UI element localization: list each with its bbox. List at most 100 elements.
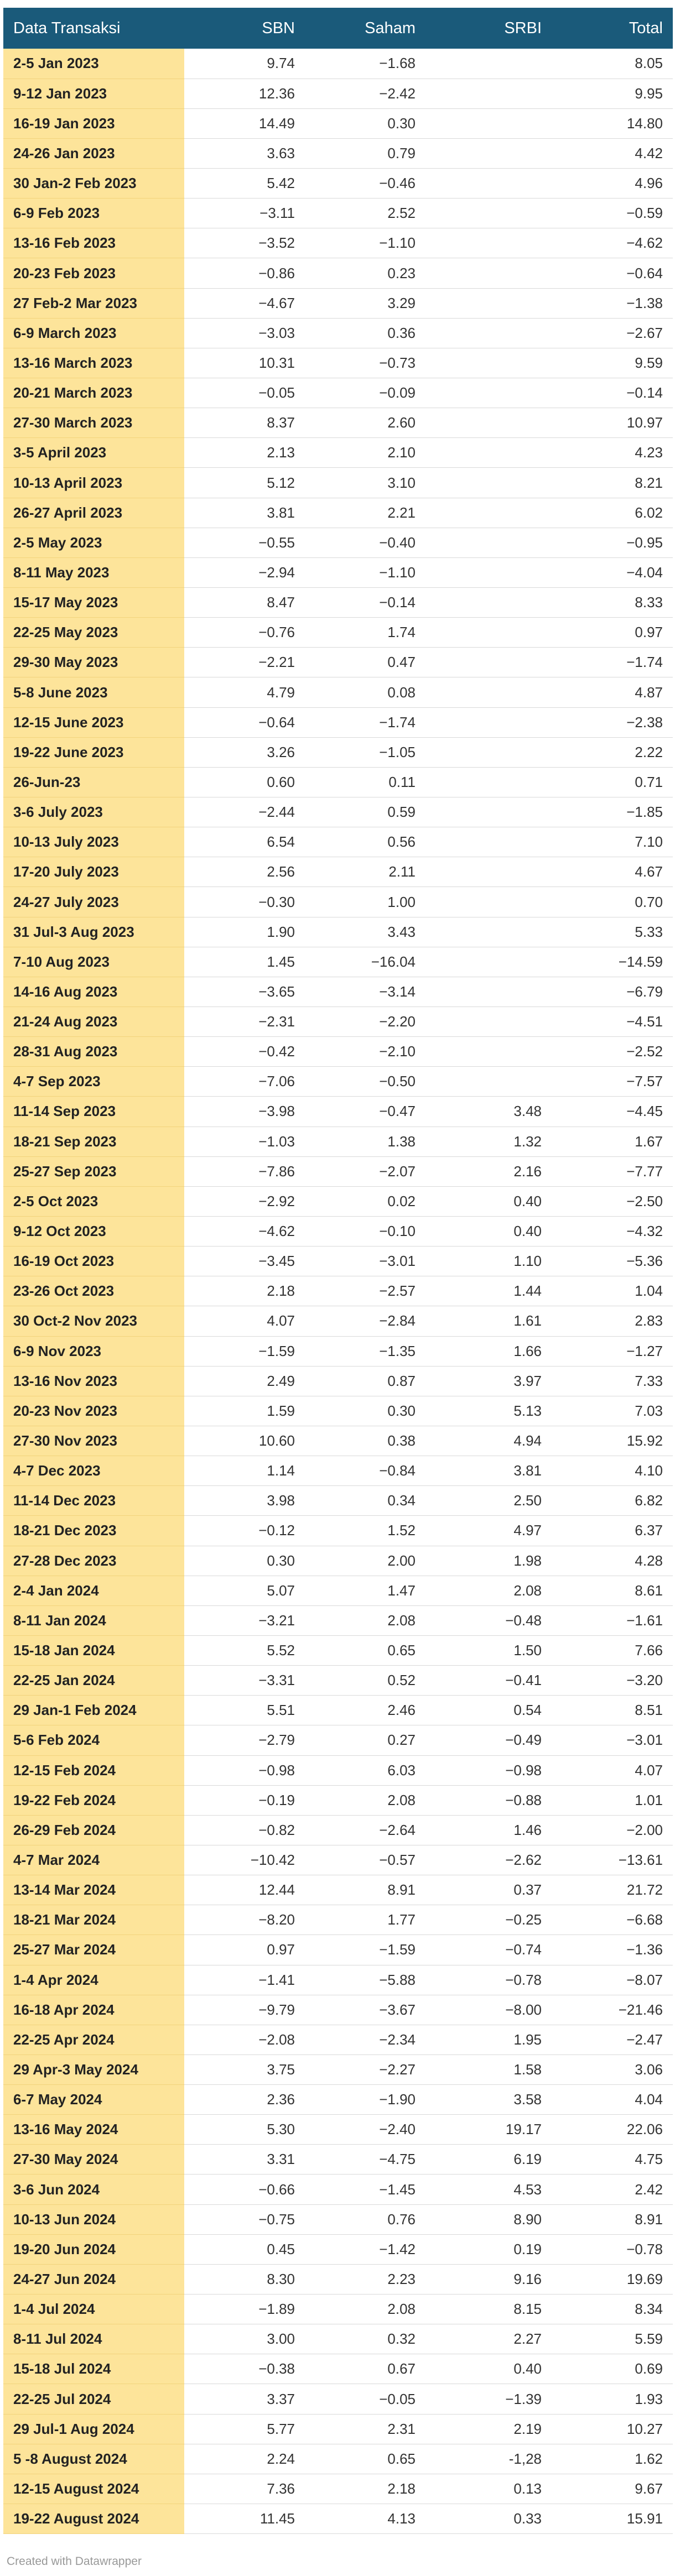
cell-saham: −0.46 — [305, 168, 425, 199]
cell-sbn: −0.19 — [184, 1785, 305, 1816]
cell-srbi: 9.16 — [425, 2264, 552, 2295]
cell-srbi: 3.97 — [425, 1366, 552, 1396]
cell-saham: −1.10 — [305, 228, 425, 259]
cell-srbi: −0.98 — [425, 1755, 552, 1786]
cell-total: 1.67 — [552, 1127, 673, 1157]
table-row: 28-31 Aug 2023 −0.42 −2.10 −2.52 — [3, 1036, 673, 1067]
column-header-sbn[interactable]: SBN — [262, 19, 295, 37]
cell-sbn: −2.94 — [184, 557, 305, 588]
cell-total: −2.50 — [552, 1186, 673, 1217]
cell-total: 8.21 — [552, 467, 673, 498]
cell-saham: 2.31 — [305, 2414, 425, 2444]
cell-total: 6.37 — [552, 1515, 673, 1546]
cell-total: 3.06 — [552, 2054, 673, 2085]
cell-sbn: −0.42 — [184, 1036, 305, 1067]
cell-sbn: 0.30 — [184, 1546, 305, 1576]
cell-saham: −1.90 — [305, 2084, 425, 2115]
table-row: 29 Jan-1 Feb 2024 5.51 2.46 0.54 8.51 — [3, 1695, 673, 1726]
cell-saham: −0.05 — [305, 2384, 425, 2415]
cell-saham: −1.59 — [305, 1934, 425, 1965]
cell-total: 14.80 — [552, 108, 673, 139]
cell-srbi — [425, 977, 552, 1008]
data-table-container: Data Transaksi SBN Saham SRBI Total 2-5 Jan … — [3, 8, 673, 2535]
cell-saham: −0.47 — [305, 1096, 425, 1127]
cell-srbi: 2.16 — [425, 1156, 552, 1187]
column-header-saham[interactable]: Saham — [365, 19, 416, 37]
row-label-cell: 22-25 Apr 2024 — [3, 2025, 184, 2055]
cell-sbn: 5.12 — [184, 467, 305, 498]
cell-sbn: −1.41 — [184, 1965, 305, 1995]
cell-srbi — [425, 288, 552, 319]
cell-srbi — [425, 737, 552, 768]
table-row: 24-27 Jun 2024 8.30 2.23 9.16 19.69 — [3, 2264, 673, 2295]
row-label-cell: 3-6 July 2023 — [3, 797, 184, 828]
row-label-cell: 16-19 Jan 2023 — [3, 108, 184, 139]
cell-sbn: 3.75 — [184, 2054, 305, 2085]
cell-sbn: 11.45 — [184, 2504, 305, 2535]
cell-total: 8.51 — [552, 1695, 673, 1726]
row-label-cell: 1-4 Jul 2024 — [3, 2294, 184, 2325]
cell-sbn: −10.42 — [184, 1845, 305, 1876]
table-row: 13-14 Mar 2024 12.44 8.91 0.37 21.72 — [3, 1875, 673, 1906]
table-row: 13-16 Feb 2023 −3.52 −1.10 −4.62 — [3, 228, 673, 259]
cell-saham: 0.11 — [305, 767, 425, 798]
table-row: 3-5 April 2023 2.13 2.10 4.23 — [3, 437, 673, 468]
table-row: 30 Jan-2 Feb 2023 5.42 −0.46 4.96 — [3, 168, 673, 199]
column-header-data-transaksi[interactable]: Data Transaksi — [13, 19, 121, 37]
cell-total: 15.91 — [552, 2504, 673, 2535]
cell-total: 2.83 — [552, 1306, 673, 1337]
cell-sbn: 3.98 — [184, 1485, 305, 1516]
cell-saham: −1.10 — [305, 557, 425, 588]
cell-srbi — [425, 318, 552, 348]
table-row: 18-21 Sep 2023 −1.03 1.38 1.32 1.67 — [3, 1127, 673, 1157]
table-row: 10-13 April 2023 5.12 3.10 8.21 — [3, 467, 673, 498]
cell-total: 2.22 — [552, 737, 673, 768]
cell-srbi: 4.94 — [425, 1426, 552, 1457]
row-label-cell: 23-26 Oct 2023 — [3, 1276, 184, 1307]
cell-sbn: 1.90 — [184, 917, 305, 947]
cell-sbn: 10.31 — [184, 348, 305, 379]
cell-srbi: 0.54 — [425, 1695, 552, 1726]
table-row: 2-5 Oct 2023 −2.92 0.02 0.40 −2.50 — [3, 1186, 673, 1217]
cell-total: 8.05 — [552, 49, 673, 79]
table-row: 29-30 May 2023 −2.21 0.47 −1.74 — [3, 647, 673, 678]
cell-srbi — [425, 198, 552, 229]
table-row: 27-30 Nov 2023 10.60 0.38 4.94 15.92 — [3, 1426, 673, 1457]
row-label-cell: 5-6 Feb 2024 — [3, 1725, 184, 1756]
cell-srbi — [425, 348, 552, 379]
row-label-cell: 4-7 Sep 2023 — [3, 1066, 184, 1097]
table-row: 18-21 Dec 2023 −0.12 1.52 4.97 6.37 — [3, 1515, 673, 1546]
cell-total: 10.27 — [552, 2414, 673, 2444]
cell-srbi — [425, 677, 552, 708]
cell-srbi — [425, 1066, 552, 1097]
cell-saham: −2.40 — [305, 2114, 425, 2145]
cell-total: −4.04 — [552, 557, 673, 588]
cell-saham: −2.84 — [305, 1306, 425, 1337]
cell-srbi — [425, 1007, 552, 1037]
row-label-cell: 8-11 May 2023 — [3, 557, 184, 588]
cell-saham: −5.88 — [305, 1965, 425, 1995]
cell-total: 4.75 — [552, 2144, 673, 2175]
cell-saham: 1.74 — [305, 617, 425, 648]
cell-sbn: −0.12 — [184, 1515, 305, 1546]
cell-total: 4.04 — [552, 2084, 673, 2115]
row-label-cell: 22-25 May 2023 — [3, 617, 184, 648]
column-header-total[interactable]: Total — [629, 19, 663, 37]
cell-sbn: 5.52 — [184, 1635, 305, 1666]
cell-sbn: 8.30 — [184, 2264, 305, 2295]
cell-saham: 6.03 — [305, 1755, 425, 1786]
row-label-cell: 1-4 Apr 2024 — [3, 1965, 184, 1995]
cell-saham: 0.87 — [305, 1366, 425, 1396]
table-row: 6-7 May 2024 2.36 −1.90 3.58 4.04 — [3, 2084, 673, 2115]
column-header-srbi[interactable]: SRBI — [504, 19, 542, 37]
cell-sbn: −2.21 — [184, 647, 305, 678]
cell-total: 21.72 — [552, 1875, 673, 1906]
row-label-cell: 13-14 Mar 2024 — [3, 1875, 184, 1906]
cell-sbn: −2.08 — [184, 2025, 305, 2055]
table-row: 16-19 Oct 2023 −3.45 −3.01 1.10 −5.36 — [3, 1246, 673, 1277]
table-row: 2-5 May 2023 −0.55 −0.40 −0.95 — [3, 528, 673, 558]
cell-saham: −0.40 — [305, 528, 425, 558]
cell-total: −3.01 — [552, 1725, 673, 1756]
cell-sbn: −2.31 — [184, 1007, 305, 1037]
cell-sbn: 14.49 — [184, 108, 305, 139]
